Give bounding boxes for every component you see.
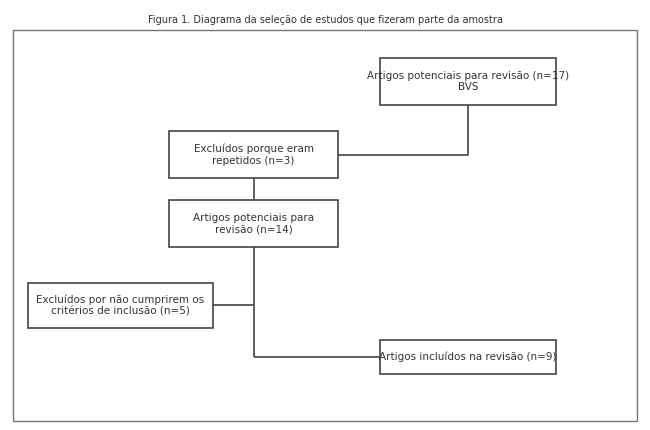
Bar (169, 131, 338, 178)
Text: Figura 1. Diagrama da seleção de estudos que fizeram parte da amostra: Figura 1. Diagrama da seleção de estudos… (148, 15, 502, 25)
Text: Artigos potenciais para
revisão (n=14): Artigos potenciais para revisão (n=14) (193, 213, 314, 234)
Bar (169, 200, 338, 247)
Text: Artigos potenciais para revisão (n=17)
BVS: Artigos potenciais para revisão (n=17) B… (367, 71, 569, 92)
Text: Excluídos porque eram
repetidos (n=3): Excluídos porque eram repetidos (n=3) (194, 144, 313, 166)
Bar (380, 340, 556, 374)
Bar (28, 283, 213, 328)
Text: Excluídos por não cumprirem os
critérios de inclusão (n=5): Excluídos por não cumprirem os critérios… (36, 294, 204, 316)
Text: Artigos incluídos na revisão (n=9): Artigos incluídos na revisão (n=9) (379, 352, 557, 362)
Bar (380, 58, 556, 105)
